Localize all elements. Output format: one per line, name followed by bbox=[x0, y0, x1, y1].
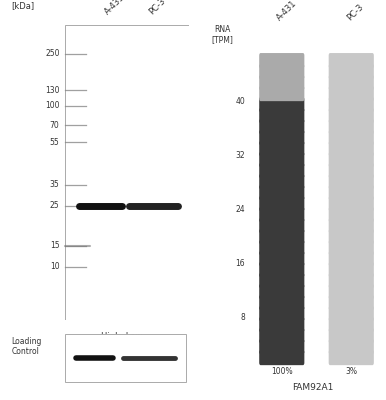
Text: 100%: 100% bbox=[271, 366, 293, 376]
FancyBboxPatch shape bbox=[259, 174, 304, 189]
FancyBboxPatch shape bbox=[328, 273, 374, 288]
Text: 130: 130 bbox=[45, 86, 59, 95]
Text: 55: 55 bbox=[50, 138, 59, 147]
FancyBboxPatch shape bbox=[259, 152, 304, 167]
FancyBboxPatch shape bbox=[259, 86, 304, 101]
Text: 100: 100 bbox=[45, 101, 59, 110]
Text: RNA
[TPM]: RNA [TPM] bbox=[211, 25, 233, 44]
FancyBboxPatch shape bbox=[328, 174, 374, 189]
Text: 15: 15 bbox=[50, 241, 59, 250]
FancyBboxPatch shape bbox=[328, 317, 374, 332]
FancyBboxPatch shape bbox=[259, 130, 304, 145]
FancyBboxPatch shape bbox=[259, 295, 304, 310]
Text: 35: 35 bbox=[50, 180, 59, 189]
FancyBboxPatch shape bbox=[259, 108, 304, 123]
FancyBboxPatch shape bbox=[65, 334, 186, 382]
FancyBboxPatch shape bbox=[328, 97, 374, 112]
FancyBboxPatch shape bbox=[328, 185, 374, 200]
FancyBboxPatch shape bbox=[328, 350, 374, 365]
FancyBboxPatch shape bbox=[328, 262, 374, 277]
Text: 24: 24 bbox=[235, 205, 245, 214]
Text: High  Low: High Low bbox=[101, 332, 142, 341]
Text: 250: 250 bbox=[45, 50, 59, 58]
FancyBboxPatch shape bbox=[328, 163, 374, 178]
Text: 70: 70 bbox=[50, 121, 59, 130]
Text: 10: 10 bbox=[50, 262, 59, 271]
FancyBboxPatch shape bbox=[328, 251, 374, 266]
Text: 32: 32 bbox=[235, 151, 245, 160]
FancyBboxPatch shape bbox=[65, 25, 189, 320]
Text: 40: 40 bbox=[235, 96, 245, 106]
FancyBboxPatch shape bbox=[259, 163, 304, 178]
FancyBboxPatch shape bbox=[328, 328, 374, 343]
FancyBboxPatch shape bbox=[328, 119, 374, 134]
FancyBboxPatch shape bbox=[328, 284, 374, 299]
FancyBboxPatch shape bbox=[328, 240, 374, 255]
FancyBboxPatch shape bbox=[259, 328, 304, 343]
FancyBboxPatch shape bbox=[328, 306, 374, 321]
Text: [kDa]: [kDa] bbox=[12, 1, 35, 10]
FancyBboxPatch shape bbox=[259, 97, 304, 112]
FancyBboxPatch shape bbox=[259, 317, 304, 332]
FancyBboxPatch shape bbox=[328, 229, 374, 244]
FancyBboxPatch shape bbox=[328, 86, 374, 101]
FancyBboxPatch shape bbox=[328, 218, 374, 233]
Text: A-431: A-431 bbox=[103, 0, 127, 16]
FancyBboxPatch shape bbox=[328, 108, 374, 123]
FancyBboxPatch shape bbox=[259, 284, 304, 299]
FancyBboxPatch shape bbox=[328, 196, 374, 211]
FancyBboxPatch shape bbox=[259, 262, 304, 277]
FancyBboxPatch shape bbox=[259, 218, 304, 233]
FancyBboxPatch shape bbox=[328, 207, 374, 222]
FancyBboxPatch shape bbox=[328, 75, 374, 90]
FancyBboxPatch shape bbox=[259, 64, 304, 79]
FancyBboxPatch shape bbox=[259, 339, 304, 354]
FancyBboxPatch shape bbox=[328, 64, 374, 79]
FancyBboxPatch shape bbox=[259, 251, 304, 266]
FancyBboxPatch shape bbox=[259, 207, 304, 222]
FancyBboxPatch shape bbox=[259, 350, 304, 365]
Text: 25: 25 bbox=[50, 202, 59, 210]
FancyBboxPatch shape bbox=[259, 273, 304, 288]
FancyBboxPatch shape bbox=[328, 53, 374, 68]
FancyBboxPatch shape bbox=[259, 240, 304, 255]
Text: A-431: A-431 bbox=[276, 0, 299, 23]
Text: Loading
Control: Loading Control bbox=[12, 337, 42, 356]
FancyBboxPatch shape bbox=[259, 229, 304, 244]
FancyBboxPatch shape bbox=[328, 339, 374, 354]
Text: 16: 16 bbox=[235, 259, 245, 268]
Text: 8: 8 bbox=[240, 313, 245, 322]
Text: 3%: 3% bbox=[345, 366, 357, 376]
FancyBboxPatch shape bbox=[328, 130, 374, 145]
FancyBboxPatch shape bbox=[328, 141, 374, 156]
FancyBboxPatch shape bbox=[328, 295, 374, 310]
FancyBboxPatch shape bbox=[259, 141, 304, 156]
Text: FAM92A1: FAM92A1 bbox=[292, 383, 334, 392]
FancyBboxPatch shape bbox=[259, 119, 304, 134]
FancyBboxPatch shape bbox=[259, 53, 304, 68]
FancyBboxPatch shape bbox=[328, 152, 374, 167]
Text: PC-3: PC-3 bbox=[345, 3, 365, 23]
FancyBboxPatch shape bbox=[259, 185, 304, 200]
FancyBboxPatch shape bbox=[259, 75, 304, 90]
Text: PC-3: PC-3 bbox=[147, 0, 167, 16]
FancyBboxPatch shape bbox=[259, 306, 304, 321]
FancyBboxPatch shape bbox=[259, 196, 304, 211]
